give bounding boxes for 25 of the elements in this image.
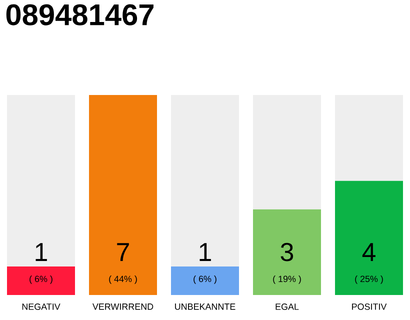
bar (171, 95, 239, 266)
bar (171, 266, 239, 295)
bar (335, 180, 404, 295)
data-label: 3 (280, 242, 294, 262)
x-tick-label: NEGATIV (22, 304, 60, 310)
annotation: ( 25% ) (355, 276, 383, 284)
annotation: ( 6% ) (194, 276, 216, 284)
annotation: ( 6% ) (30, 276, 52, 284)
bar (335, 95, 404, 181)
data-label: 1 (36, 243, 47, 261)
bar (7, 95, 75, 266)
bar (89, 95, 157, 295)
bar (7, 266, 75, 295)
chart-title: 089481467 (6, 4, 154, 26)
data-label: 1 (200, 243, 211, 261)
data-label: 4 (362, 243, 376, 261)
x-tick-label: POSITIV (352, 304, 387, 310)
x-tick-label: VERWIRREND (92, 304, 154, 310)
x-tick-label: EGAL (276, 304, 299, 310)
bar (253, 95, 321, 210)
annotation: ( 19% ) (273, 276, 301, 284)
bar (253, 209, 321, 295)
x-tick-label: UNBEKANNTE (175, 304, 236, 310)
annotation: ( 44% ) (109, 276, 137, 284)
data-label: 7 (117, 243, 129, 261)
